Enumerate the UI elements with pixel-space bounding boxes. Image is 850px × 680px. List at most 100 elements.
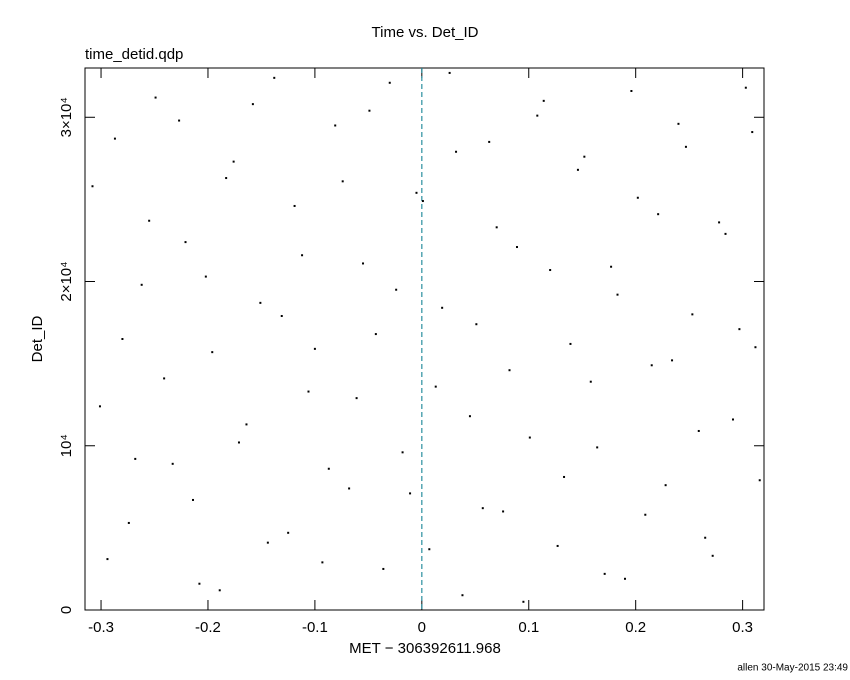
point [610,265,613,268]
point [382,567,385,570]
footer: allen 30-May-2015 23:49 [737,663,848,674]
chart-title: Time vs. Det_ID [372,24,479,41]
point [724,232,727,235]
point [603,572,606,575]
point [415,191,418,194]
point [178,119,181,122]
point [98,405,101,408]
x-tick-label: -0.3 [88,619,114,636]
point [522,600,525,603]
x-tick-label: 0.2 [625,619,646,636]
point [293,204,296,207]
point [121,338,124,340]
point [434,385,437,388]
chart-subtitle: time_detid.qdp [85,46,183,63]
point [616,293,619,296]
point [266,541,269,544]
point [448,71,451,74]
x-axis-label: MET − 306392611.968 [349,640,501,657]
point [211,351,214,354]
point [341,180,344,183]
point [731,418,734,421]
point [704,536,707,539]
point [287,531,290,534]
point [657,213,660,216]
y-tick-label: 0 [58,606,75,614]
point [154,96,157,99]
point [428,548,431,551]
point [556,544,559,547]
point [650,364,653,367]
point [684,145,687,148]
point [475,323,478,326]
y-tick-label: 10⁴ [58,434,75,457]
x-tick-label: -0.2 [195,619,221,636]
point [91,185,94,188]
point [738,328,741,331]
point [368,109,371,112]
point [691,313,694,316]
point [184,241,187,244]
point [198,582,201,585]
point [388,81,391,84]
point [218,589,221,592]
point [148,219,151,222]
point [127,521,130,524]
point [237,441,240,444]
point [589,380,592,383]
point [355,397,358,400]
point [301,254,304,257]
point [421,200,424,203]
point [348,487,351,490]
point [140,283,143,286]
point [528,436,531,439]
point [495,226,498,229]
point [576,168,579,171]
point [549,269,552,272]
point [395,288,398,291]
x-tick-label: 0 [418,619,426,636]
point [113,137,116,140]
point [623,577,626,580]
point [362,262,365,265]
x-tick-label: 0.3 [732,619,753,636]
point [636,196,639,199]
point [232,160,235,163]
point [744,86,747,89]
point [481,507,484,510]
y-axis-label: Det_ID [29,315,46,362]
point [171,462,174,465]
point [313,347,316,350]
point [664,484,667,487]
point [677,122,680,125]
y-tick-label: 3×10⁴ [58,97,75,137]
point [273,76,276,79]
point [711,554,714,557]
point [754,346,757,349]
point [245,423,248,426]
point [508,369,511,372]
point [259,301,262,304]
point [204,275,207,278]
plot-frame [84,67,765,611]
point [225,177,228,180]
point [542,99,545,102]
point [488,140,491,143]
point [280,315,283,318]
point [401,451,404,454]
point [502,510,505,513]
point [461,594,464,597]
point [671,359,674,362]
point [515,246,518,249]
point [758,479,761,482]
point [321,561,324,564]
point [697,429,700,432]
point [307,390,310,393]
x-tick-label: -0.1 [302,619,328,636]
point [334,124,337,127]
point [374,333,377,336]
point [441,306,444,309]
point [596,446,599,449]
x-tick-label: 0.1 [518,619,539,636]
